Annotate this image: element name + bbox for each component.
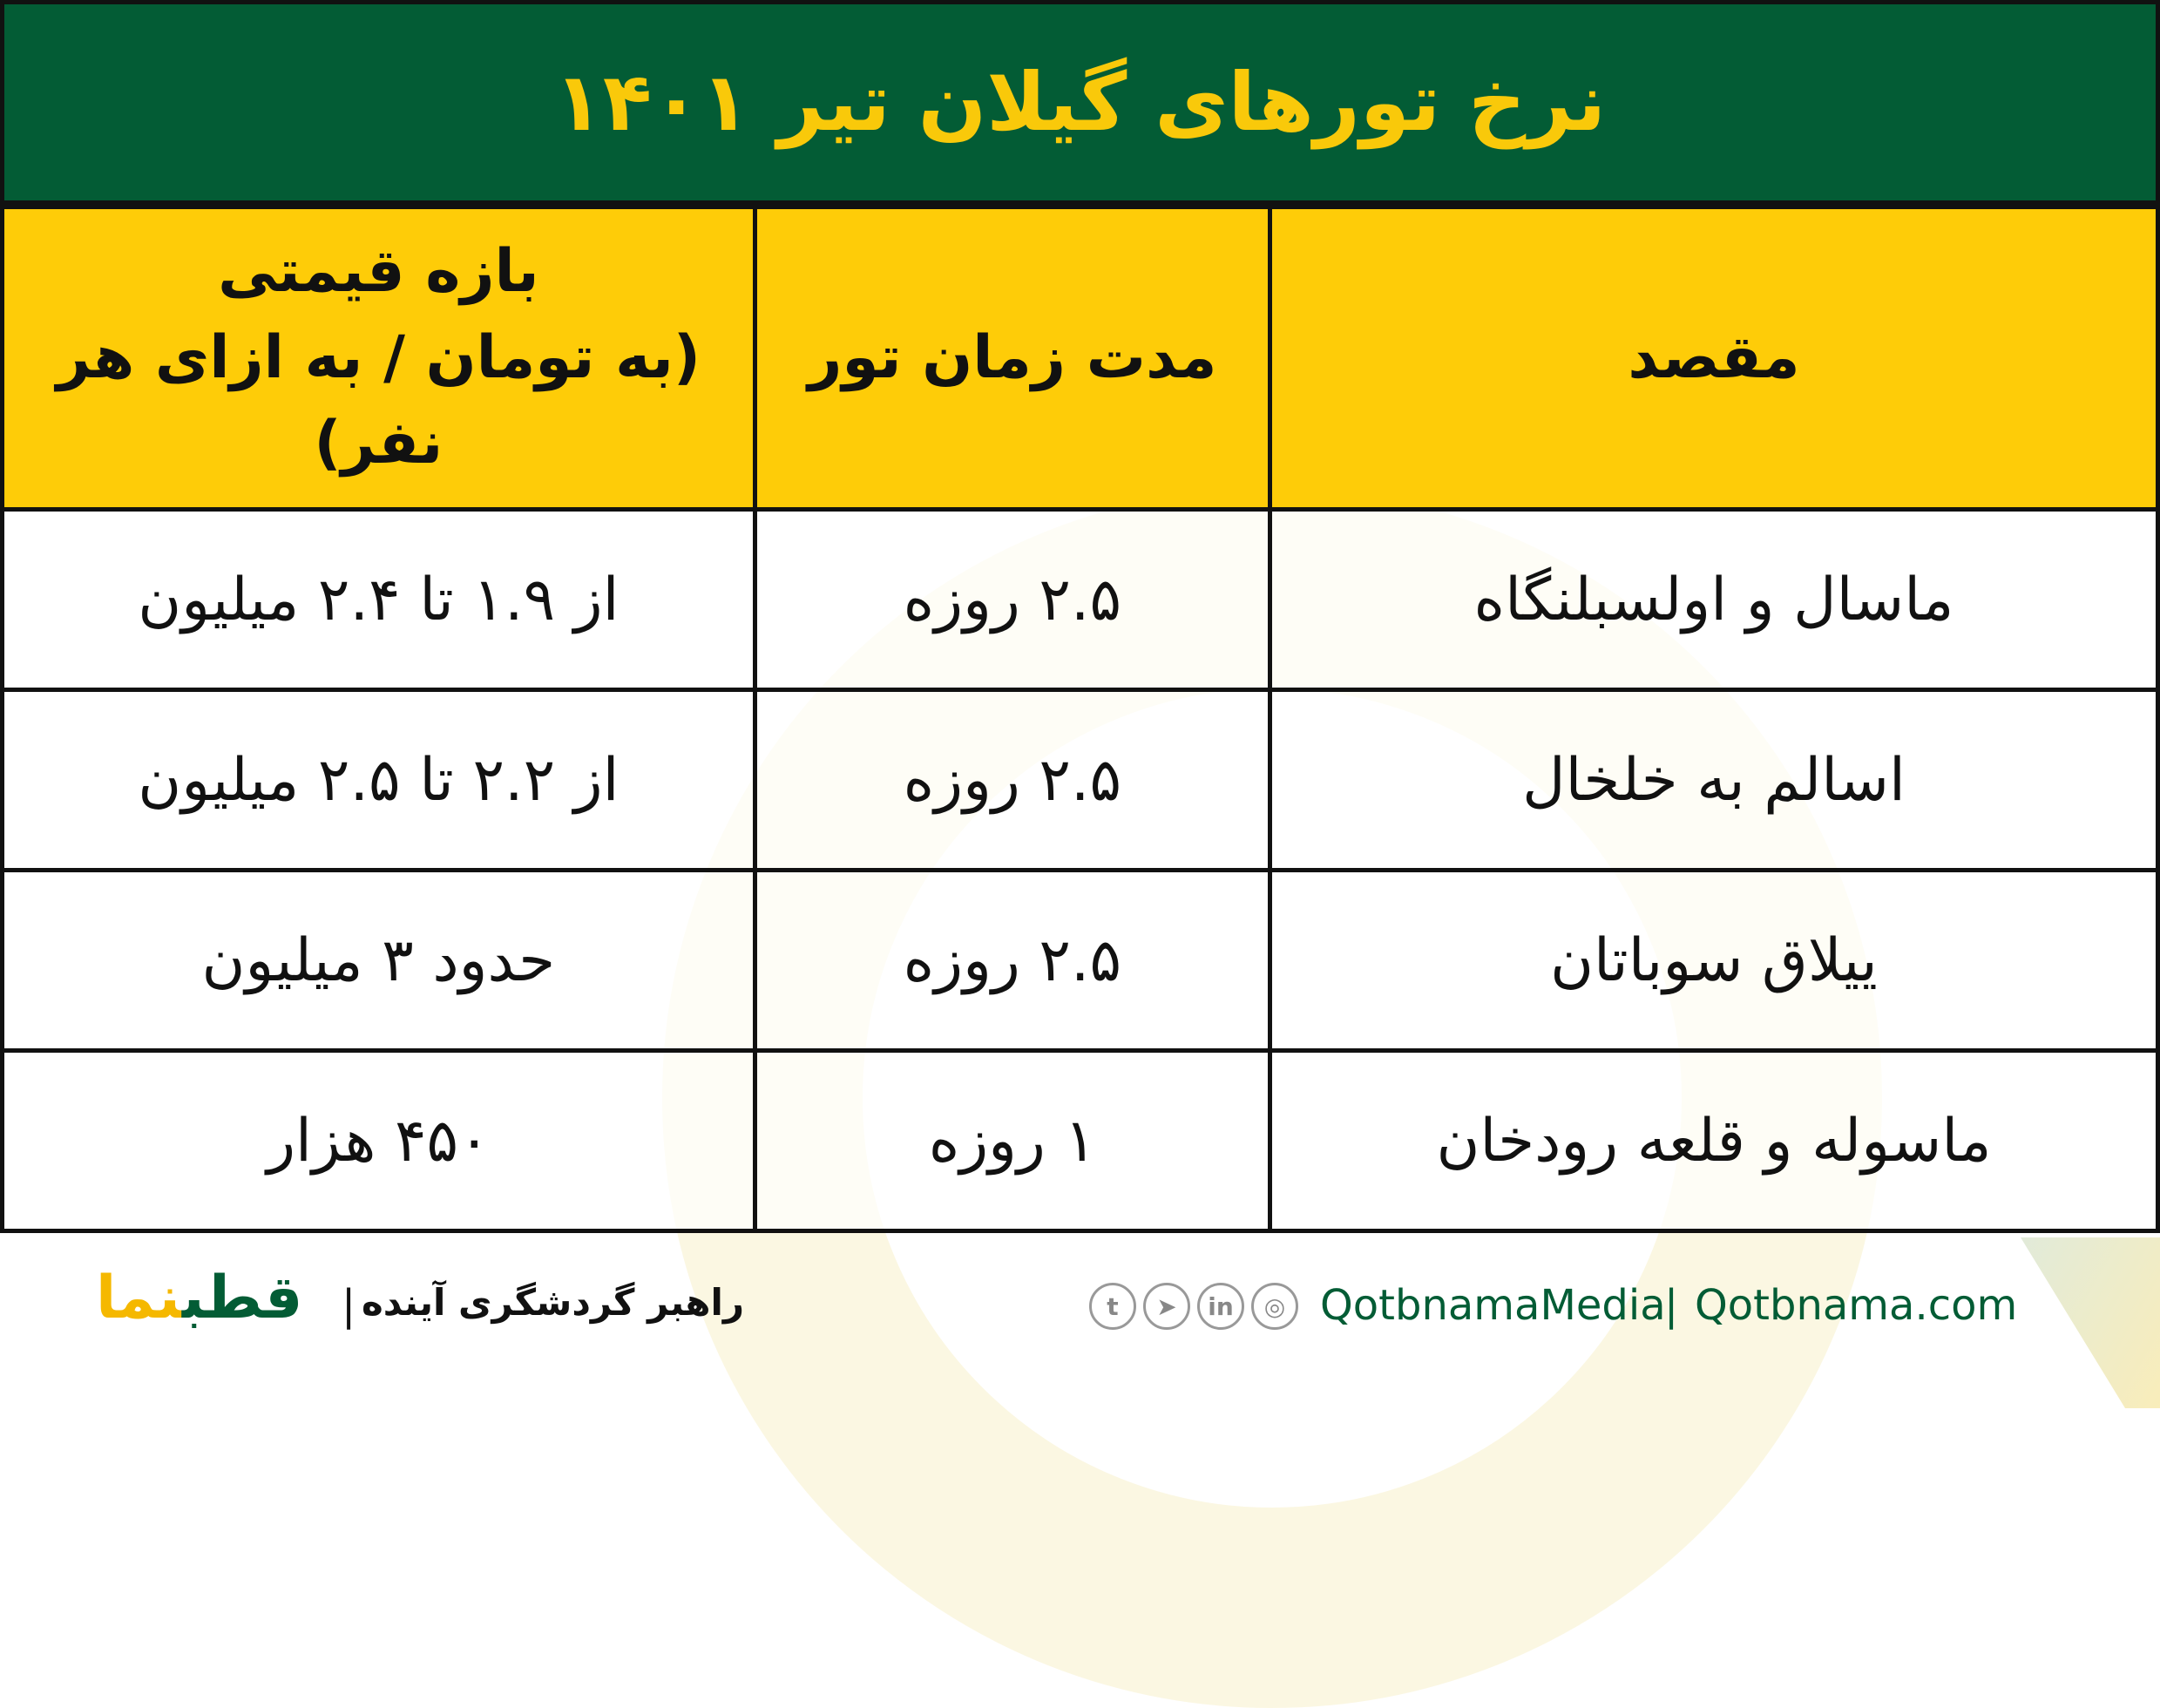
title-banner: نرخ تورهای گیلان تیر ۱۴۰۱ (0, 0, 2160, 205)
price-cell: از ۱.۹ تا ۲.۴ میلیون (0, 507, 757, 692)
price-cell: از ۲.۲ تا ۲.۵ میلیون (0, 688, 757, 872)
social-icons: t ➤ in ◎ (1089, 1283, 1298, 1330)
header-duration: مدت زمان تور (752, 205, 1272, 512)
instagram-icon[interactable]: ◎ (1251, 1283, 1298, 1330)
price-cell: ۴۵۰ هزار (0, 1048, 757, 1233)
duration-cell: ۲.۵ روزه (752, 507, 1272, 692)
linkedin-icon[interactable]: in (1197, 1283, 1244, 1330)
twitter-icon[interactable]: t (1089, 1283, 1136, 1330)
destination-cell: ماسال و اولسبلنگاه (1267, 507, 2160, 692)
header-price-title: بازه قیمتی (218, 237, 539, 307)
slogan: راهبر گردشگری آینده (362, 1281, 745, 1324)
destination-cell: ییلاق سوباتان (1267, 868, 2160, 1053)
table-header-row: مقصد مدت زمان تور بازه قیمتی (به تومان / … (0, 205, 2160, 512)
destination-cell: اسالم به خلخال (1267, 688, 2160, 872)
separator: | (342, 1281, 356, 1330)
page-title: نرخ تورهای گیلان تیر ۱۴۰۱ (553, 56, 1607, 149)
table-row: ماسال و اولسبلنگاه ۲.۵ روزه از ۱.۹ تا ۲.… (0, 507, 2160, 692)
logo-text-yellow: نما (96, 1264, 182, 1332)
tour-price-table: مقصد مدت زمان تور بازه قیمتی (به تومان / … (0, 205, 2160, 1233)
header-price-subtitle: (به تومان / به ازای هر نفر) (56, 322, 701, 478)
price-cell: حدود ۳ میلیون (0, 868, 757, 1053)
separator: | (1664, 1281, 1679, 1330)
destination-cell: ماسوله و قلعه رودخان (1267, 1048, 2160, 1233)
telegram-icon[interactable]: ➤ (1143, 1283, 1190, 1330)
footer: قطبنما | راهبر گردشگری آینده t ➤ in ◎ Qo… (0, 1246, 2160, 1377)
logo-text-green: قطب (181, 1264, 303, 1332)
duration-cell: ۱ روزه (752, 1048, 1272, 1233)
header-destination: مقصد (1267, 205, 2160, 512)
table-row: ماسوله و قلعه رودخان ۱ روزه ۴۵۰ هزار (0, 1048, 2160, 1233)
duration-cell: ۲.۵ روزه (752, 868, 1272, 1053)
header-price: بازه قیمتی (به تومان / به ازای هر نفر) (0, 205, 757, 512)
table-row: اسالم به خلخال ۲.۵ روزه از ۲.۲ تا ۲.۵ می… (0, 688, 2160, 872)
table-row: ییلاق سوباتان ۲.۵ روزه حدود ۳ میلیون (0, 868, 2160, 1053)
brand-logo: قطبنما (96, 1264, 302, 1332)
duration-cell: ۲.۵ روزه (752, 688, 1272, 872)
social-handle[interactable]: QotbnamaMedia (1320, 1281, 1666, 1330)
website-link[interactable]: Qotbnama.com (1695, 1281, 2018, 1330)
